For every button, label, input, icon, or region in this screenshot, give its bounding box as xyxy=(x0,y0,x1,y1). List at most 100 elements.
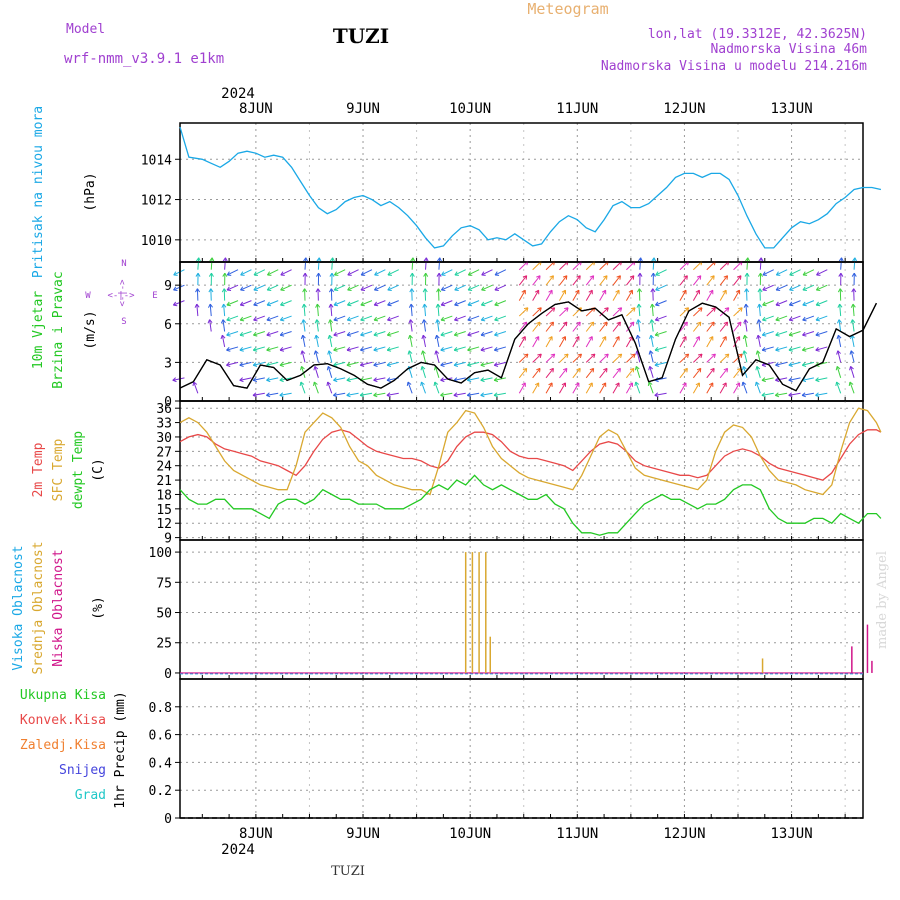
wind-arrow-head xyxy=(802,271,806,276)
wind-arrow xyxy=(360,300,373,306)
wind-arrow-head xyxy=(302,288,306,293)
wind-arrow-head xyxy=(253,286,257,291)
wind-arrow-head xyxy=(440,362,444,366)
wind-arrow-head xyxy=(373,364,378,367)
wind-arrow-head xyxy=(316,257,320,262)
wind-arrow-head xyxy=(523,353,529,356)
wind-arrow xyxy=(494,331,507,336)
wind-arrow xyxy=(253,284,266,291)
wind-arrow-head xyxy=(331,272,335,277)
pressure-labels: Pritisak na nivou mora (hPa) xyxy=(31,106,98,278)
wind-arrow-head xyxy=(654,364,659,367)
wind-arrow-head xyxy=(775,394,780,398)
wind-arrow-head xyxy=(210,288,214,293)
wind-arrow xyxy=(435,350,440,363)
wind-arrow-head xyxy=(386,331,391,336)
wind-arrow xyxy=(373,392,386,396)
wind-arrow-head xyxy=(775,379,780,383)
wind-arrow-head xyxy=(327,350,330,355)
wind-arrow-head xyxy=(347,319,352,322)
wind-arrow-head xyxy=(654,346,659,351)
wind-arrow-head xyxy=(438,272,442,277)
wind-arrow-head xyxy=(386,346,391,351)
wind-arrow-head xyxy=(755,350,758,355)
wind-arrow-head xyxy=(252,379,258,383)
wind-arrow-head xyxy=(194,335,195,339)
wind-arrow-head xyxy=(173,320,177,321)
wind-arrow xyxy=(679,353,689,363)
wind-arrow xyxy=(692,368,702,379)
wind-arrow-head xyxy=(493,379,499,383)
wind-arrow-head xyxy=(434,350,437,355)
wind-arrow-head xyxy=(328,303,332,308)
wind-arrow xyxy=(789,300,801,306)
wind-arrow xyxy=(775,300,788,306)
wind-arrow-head xyxy=(253,334,258,337)
wind-arrow-head xyxy=(373,377,377,381)
wind-arrow xyxy=(267,284,279,291)
wind-labels: 10m Vjetar Brzina i Pravac (m/s) W E <-|… xyxy=(31,259,158,389)
wind-arrow xyxy=(679,307,689,317)
wind-arrow-head xyxy=(727,353,730,359)
wind-arrow-head xyxy=(207,366,208,370)
wind-arrow-head xyxy=(253,271,257,276)
wind-arrow xyxy=(761,392,774,396)
wind-arrow xyxy=(733,289,740,301)
wind-arrow xyxy=(240,300,252,306)
wind-arrow-head xyxy=(649,303,653,308)
wind-arrow-head xyxy=(313,381,315,387)
y-tick-label: 36 xyxy=(156,402,172,417)
wind-arrow-head xyxy=(775,364,780,367)
wind-arrow xyxy=(635,366,641,378)
wind-arrow-head xyxy=(407,350,410,355)
footer-station: TUZI xyxy=(331,864,365,879)
wind-arrow xyxy=(387,315,399,321)
wind-arrow-head xyxy=(195,272,199,277)
wind-arrow xyxy=(303,304,306,317)
wind-arrow-head xyxy=(327,365,332,370)
wind-arrow xyxy=(280,331,292,336)
wind-arrow-head xyxy=(209,303,213,308)
wind-arrow xyxy=(239,315,252,321)
wind-arrow-head xyxy=(387,316,391,321)
wind-arrow-head xyxy=(711,353,716,356)
wind-arrow-head xyxy=(266,362,270,366)
wind-arrow-head xyxy=(654,316,659,321)
wind-arrow-head xyxy=(837,350,841,354)
wind-arrow xyxy=(226,331,239,336)
wind-arrow-head xyxy=(386,377,391,381)
wind-arrow-head xyxy=(266,301,270,306)
wind-arrow xyxy=(652,257,655,270)
wind-arrow-head xyxy=(360,346,364,351)
wind-arrow xyxy=(599,336,607,348)
wind-arrow-head xyxy=(252,362,257,366)
wind-arrow xyxy=(572,261,582,271)
wind-arrow-head xyxy=(280,286,284,291)
wind-arrow xyxy=(775,315,788,321)
panel-wind: 0 3 6 9 xyxy=(164,257,877,410)
wind-arrow xyxy=(706,261,716,271)
wind-arrow-head xyxy=(173,393,176,396)
wind-arrow-head xyxy=(637,272,641,277)
wind-arrow-head xyxy=(853,272,857,277)
y-tick-label: 0.6 xyxy=(149,729,172,744)
wind-arrow xyxy=(545,368,554,379)
wind-arrow xyxy=(226,300,239,306)
wind-arrow-head xyxy=(737,367,742,371)
wind-arrow-head xyxy=(467,346,471,351)
wind-arrow xyxy=(559,261,569,271)
wind-arrow-head xyxy=(280,319,285,322)
wind-arrow xyxy=(612,307,622,317)
wind-arrow-head xyxy=(815,286,820,291)
wind-arrow xyxy=(387,331,399,336)
wind-arrow-head xyxy=(192,381,195,387)
wind-arrow-head xyxy=(550,353,555,356)
wind-arrow xyxy=(346,331,359,336)
wind-arrow xyxy=(816,284,828,291)
wind-arrow xyxy=(648,381,654,394)
hail-name: Grad xyxy=(75,788,106,803)
wind-arrow xyxy=(655,315,667,321)
wind-arrow-head xyxy=(762,316,766,321)
wind-arrow xyxy=(374,300,386,306)
wind-arrow-head xyxy=(172,301,177,306)
